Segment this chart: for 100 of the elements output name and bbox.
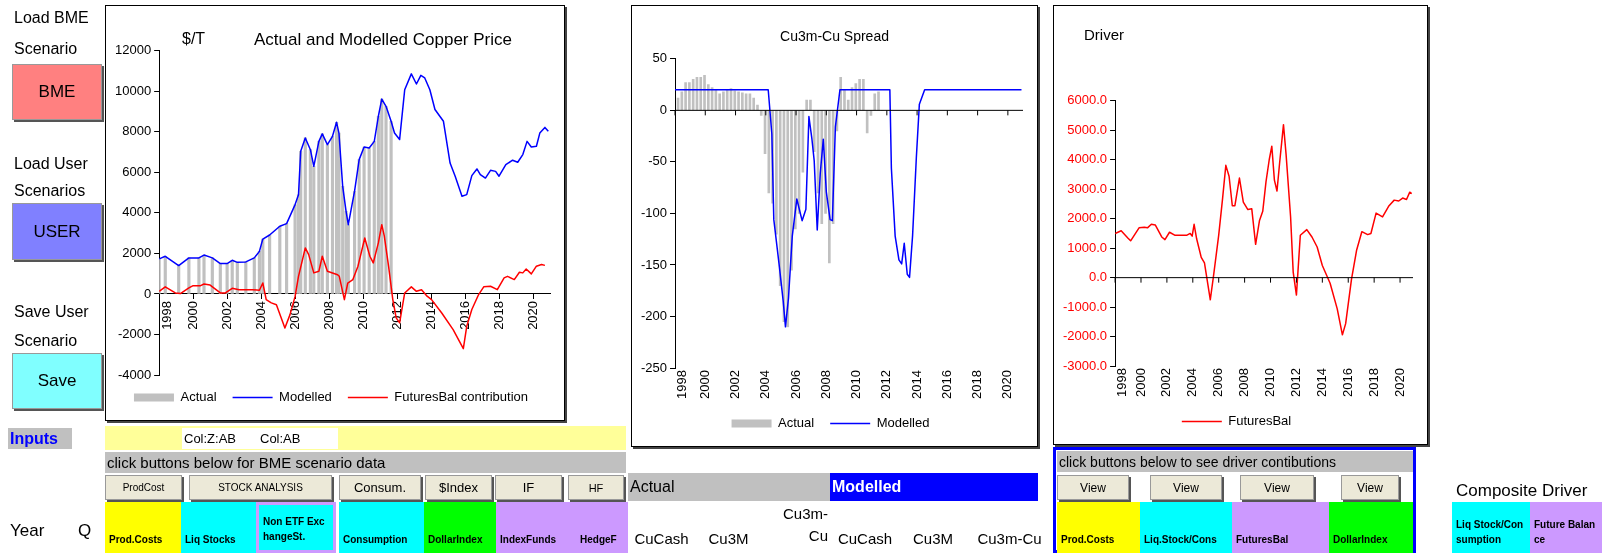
y-tick-label: -200 [640, 308, 668, 324]
text: Composite Driver [1456, 481, 1588, 501]
legend-label: FuturesBal contribution [394, 389, 529, 405]
x-tick-label: 2008 [320, 300, 336, 330]
text: Consumption [343, 533, 408, 547]
x-tick-label: 2016 [456, 300, 472, 330]
text: DollarIndex [1333, 533, 1388, 547]
text: Liq Stocks [185, 533, 236, 547]
text: Cu3M [912, 530, 953, 547]
text: Inputs [10, 429, 58, 448]
y-tick-label: 10000 [114, 82, 152, 98]
y-tick-label: 8000 [122, 123, 152, 139]
y-tick-label: 4000 [122, 204, 152, 220]
y-tick-label: 12000 [114, 42, 152, 58]
x-tick-label: 2020 [1391, 368, 1407, 397]
button: View [1240, 475, 1314, 500]
text: CuCash [837, 530, 893, 547]
text: Load BME [14, 9, 89, 27]
text: click buttons below for BME scenario data [107, 454, 386, 471]
x-tick-label: 2010 [1262, 368, 1278, 397]
x-tick-label: 2010 [848, 370, 864, 399]
x-tick-label: 2008 [817, 370, 833, 399]
y-tick-label: -2000 [117, 326, 152, 342]
y-tick-label: 3000.0 [1067, 180, 1108, 196]
chart-title: Driver [1084, 26, 1124, 43]
x-tick-label: 2006 [1210, 368, 1226, 397]
button: View [1341, 475, 1399, 500]
x-tick-label: 2012 [1288, 368, 1304, 397]
x-tick-label: 1998 [1114, 368, 1130, 397]
button: USER [12, 203, 102, 260]
x-tick-label: 1998 [158, 300, 174, 330]
x-tick-label: 2004 [757, 370, 773, 399]
y-tick-label: 2000.0 [1067, 210, 1108, 226]
text: DollarIndex [428, 533, 483, 547]
legend-label: FuturesBal [1228, 413, 1292, 429]
y-tick-label: -250 [640, 359, 668, 375]
x-tick-label: 2014 [1313, 368, 1329, 397]
text: Col:Z:AB [184, 431, 237, 446]
x-tick-label: 2004 [252, 300, 268, 330]
x-tick-label: 2018 [969, 370, 985, 399]
y-tick-label: 0.0 [1089, 269, 1108, 285]
text: Cu3M [708, 530, 749, 547]
text: click buttons below to see driver contibutions [1059, 453, 1337, 470]
x-tick-label: 2006 [787, 370, 803, 399]
x-tick-label: 2012 [878, 370, 894, 399]
button: ProdCost [105, 475, 182, 500]
y-tick-label: -100 [640, 205, 668, 221]
chart-title: Actual and Modelled Copper Price [254, 30, 512, 50]
y-tick-label: -50 [648, 153, 668, 169]
x-tick-label: 2020 [999, 370, 1015, 399]
button: View [1150, 475, 1222, 500]
button: Save [12, 353, 102, 409]
x-tick-label: 2008 [1236, 368, 1252, 397]
text: Liq Stock/Consumption [1456, 518, 1525, 547]
text: Q [78, 521, 92, 541]
y-tick-label: -150 [640, 256, 668, 272]
button: STOCK ANALYSIS [189, 475, 332, 500]
x-tick-label: 2014 [422, 300, 438, 330]
button: BME [12, 64, 102, 120]
text: IndexFunds [500, 533, 557, 547]
x-tick-label: 2002 [727, 370, 743, 399]
x-tick-label: 2000 [1132, 368, 1148, 397]
y-tick-label: -3000.0 [1063, 357, 1108, 373]
text: Scenario [14, 332, 78, 350]
x-tick-label: 2020 [524, 300, 540, 330]
x-tick-label: 2014 [908, 370, 924, 399]
text: Load User [14, 155, 88, 173]
y-tick-label: 6000.0 [1067, 92, 1108, 108]
x-tick-label: 2000 [696, 370, 712, 399]
text: Scenario [14, 40, 78, 58]
text: Modelled [832, 478, 902, 496]
button: IF [495, 475, 562, 500]
legend-label: Actual [180, 389, 217, 405]
text: FuturesBal [1236, 533, 1289, 547]
x-tick-label: 2010 [354, 300, 370, 330]
legend-label: Modelled [279, 389, 332, 405]
text: Liq.Stock/Cons [1144, 533, 1217, 547]
text: Future Balance [1534, 518, 1597, 547]
x-tick-label: 2002 [1158, 368, 1174, 397]
x-tick-label: 2004 [1184, 368, 1200, 397]
y-tick-label: 0 [143, 285, 152, 301]
x-tick-label: 2002 [218, 300, 234, 330]
legend-label: Modelled [876, 415, 930, 431]
button: $Index [425, 475, 492, 500]
y-tick-label: -1000.0 [1063, 298, 1108, 314]
x-tick-label: 2018 [1365, 368, 1381, 397]
text: Save User [14, 303, 89, 321]
y-tick-label: -2000.0 [1063, 328, 1108, 344]
text: Non ETF ExchangeSt. [263, 515, 326, 544]
y-tick-label: 2000 [122, 245, 152, 260]
text: CuCash [634, 530, 689, 547]
text: Scenarios [14, 182, 86, 200]
text: Year [10, 521, 45, 541]
x-tick-label: 2016 [1339, 368, 1355, 397]
x-tick-label: 2018 [490, 300, 506, 330]
text: Cu3m-Cu [977, 530, 1042, 547]
y-tick-label: 50 [652, 50, 668, 66]
y-tick-label: -4000 [117, 366, 152, 382]
x-tick-label: 1998 [674, 370, 690, 399]
text: Col:AB [260, 431, 301, 446]
